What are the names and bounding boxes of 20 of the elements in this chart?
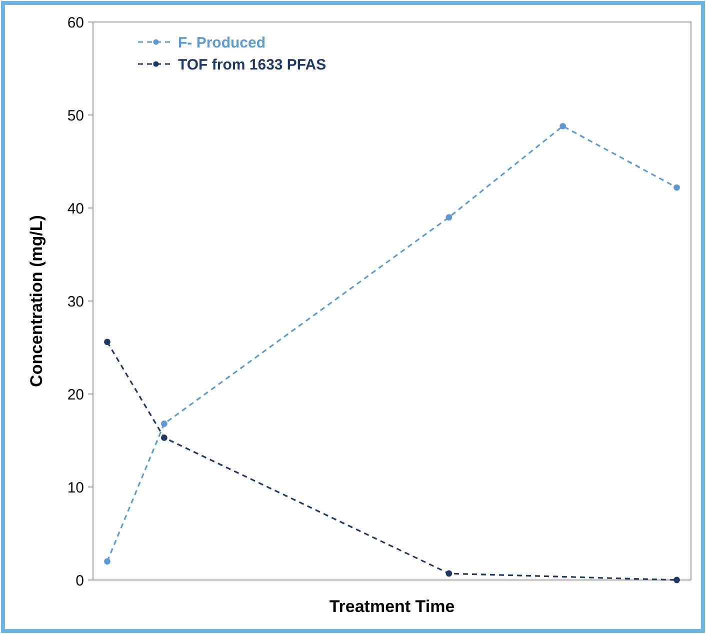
legend-label: F- Produced bbox=[178, 34, 266, 52]
y-tick-label: 50 bbox=[67, 107, 84, 124]
y-tick-label: 10 bbox=[67, 479, 84, 496]
point bbox=[446, 214, 452, 220]
y-axis-title: Concentration (mg/L) bbox=[27, 215, 46, 387]
point bbox=[446, 570, 452, 577]
point bbox=[674, 576, 680, 584]
point bbox=[160, 420, 168, 427]
y-tick-label: 60 bbox=[67, 14, 84, 32]
point bbox=[160, 434, 168, 441]
y-tick-label: 40 bbox=[67, 200, 84, 218]
point bbox=[674, 184, 680, 191]
x-axis-title: Treatment Time bbox=[329, 597, 455, 616]
y-tick-label: 0 bbox=[76, 572, 84, 590]
legend-label: TOF from 1633 PFAS bbox=[178, 56, 326, 74]
point bbox=[104, 558, 110, 565]
y-tick-label: 30 bbox=[67, 293, 84, 310]
y-tick-label: 20 bbox=[67, 386, 84, 404]
point bbox=[104, 338, 110, 346]
point bbox=[560, 122, 566, 130]
